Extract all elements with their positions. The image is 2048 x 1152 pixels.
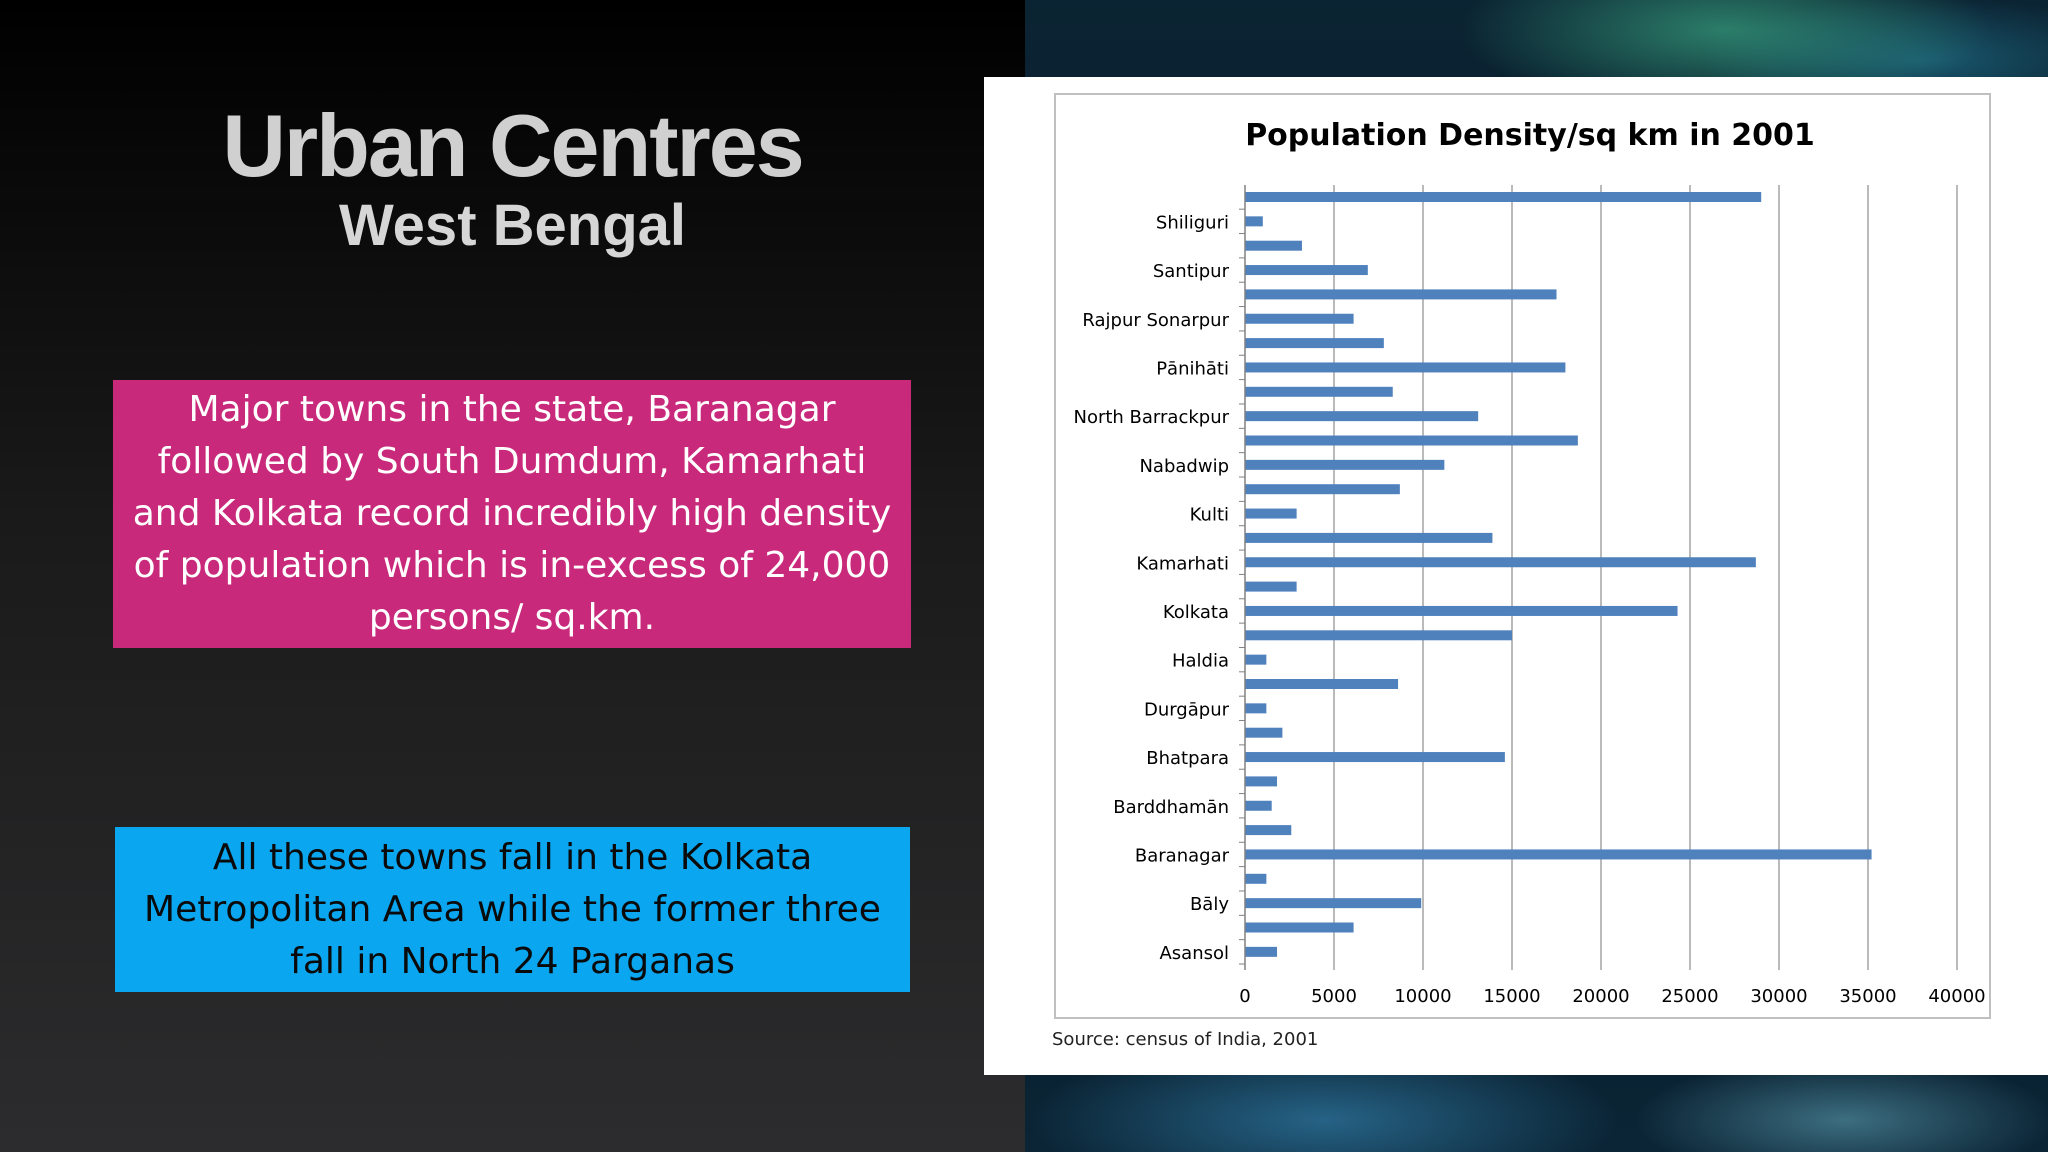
bar-row-11	[1245, 435, 1578, 446]
bar-pānihāti	[1245, 362, 1566, 373]
bar-rajpur-sonarpur	[1245, 313, 1354, 324]
bar-row-19	[1245, 630, 1512, 641]
x-tick-label-0: 0	[1239, 986, 1250, 1007]
highlight-box-density-text: Major towns in the state, Baranagar foll…	[132, 389, 892, 638]
category-label-shiliguri: Shiliguri	[1156, 212, 1229, 233]
chart-source: Source: census of India, 2001	[1052, 1029, 1318, 1050]
slide-subtitle: West Bengal	[338, 193, 686, 258]
category-label-haldia: Haldia	[1172, 651, 1229, 672]
bar-shiliguri	[1245, 216, 1263, 227]
x-axis-ticks: 0 5000 10000 15000 20000 25000 30000 35000 40000	[1239, 986, 1985, 1007]
category-label-asansol: Asansol	[1159, 943, 1229, 964]
chart-border	[1054, 93, 1991, 1019]
bar-north-barrackpur	[1245, 411, 1479, 422]
x-tick-label-40000: 40000	[1928, 986, 1985, 1007]
bar-kulti	[1245, 508, 1297, 519]
chart-title: Population Density/sq km in 2001	[1245, 118, 1815, 153]
category-label-barddhamān: Barddhamān	[1113, 797, 1229, 818]
slide-title: Urban Centres	[222, 96, 804, 195]
highlight-box-kolkata-metro-text: All these towns fall in the Kolkata Metr…	[144, 836, 881, 982]
category-label-santipur: Santipur	[1153, 261, 1230, 282]
x-tick-label-10000: 10000	[1394, 986, 1451, 1007]
chart-panel: Population Density/sq km in 2001 Shiligu…	[984, 77, 2048, 1075]
x-tick-label-25000: 25000	[1661, 986, 1718, 1007]
bar-durgāpur	[1245, 703, 1267, 714]
x-tick-label-30000: 30000	[1750, 986, 1807, 1007]
category-label-bhatpara: Bhatpara	[1146, 748, 1229, 769]
category-label-nabadwip: Nabadwip	[1139, 456, 1229, 477]
bar-asansol	[1245, 946, 1278, 957]
population-density-chart: Population Density/sq km in 2001 Shiligu…	[1052, 93, 1991, 1050]
category-label-north-barrackpur: North Barrackpur	[1073, 407, 1229, 428]
category-label-bāly: Bāly	[1190, 894, 1229, 915]
highlight-box-density: Major towns in the state, Baranagar foll…	[113, 380, 911, 648]
bar-row-17	[1245, 581, 1297, 592]
category-label-pānihāti: Pānihāti	[1156, 358, 1229, 379]
bar-nabadwip	[1245, 459, 1445, 470]
bar-row-13	[1245, 484, 1400, 495]
x-tick-label-15000: 15000	[1483, 986, 1540, 1007]
x-tick-label-35000: 35000	[1839, 986, 1896, 1007]
category-labels: Shiliguri Santipur Rajpur Sonarpur Pānihāti…	[1073, 208, 1245, 965]
bar-row-23	[1245, 727, 1283, 738]
bar-row-9	[1245, 386, 1393, 397]
category-label-kulti: Kulti	[1190, 505, 1229, 526]
bar-haldia	[1245, 654, 1267, 665]
category-label-kolkata: Kolkata	[1163, 602, 1229, 623]
bar-row-1	[1245, 192, 1762, 202]
bar-row-25	[1245, 776, 1278, 787]
bar-baranagar	[1245, 849, 1872, 860]
bar-row-31	[1245, 922, 1354, 933]
category-label-rajpur-sonarpur: Rajpur Sonarpur	[1082, 310, 1229, 331]
category-label-baranagar: Baranagar	[1135, 845, 1230, 866]
bar-kamarhati	[1245, 557, 1756, 568]
bar-row-29	[1245, 873, 1267, 884]
bar-row-15	[1245, 532, 1493, 543]
bar-kolkata	[1245, 605, 1678, 616]
category-label-durgāpur: Durgāpur	[1144, 699, 1230, 720]
bar-row-7	[1245, 338, 1384, 349]
bar-row-5	[1245, 289, 1557, 300]
bar-row-3	[1245, 240, 1302, 251]
highlight-box-kolkata-metro: All these towns fall in the Kolkata Metr…	[115, 827, 910, 992]
bar-barddhamān	[1245, 800, 1272, 811]
bar-santipur	[1245, 265, 1368, 276]
category-label-kamarhati: Kamarhati	[1136, 553, 1229, 574]
bar-row-27	[1245, 825, 1292, 836]
x-tick-label-20000: 20000	[1572, 986, 1629, 1007]
bar-bāly	[1245, 898, 1422, 909]
bar-bhatpara	[1245, 752, 1505, 763]
bars	[1245, 192, 1872, 957]
x-tick-label-5000: 5000	[1311, 986, 1357, 1007]
bar-row-21	[1245, 679, 1399, 689]
